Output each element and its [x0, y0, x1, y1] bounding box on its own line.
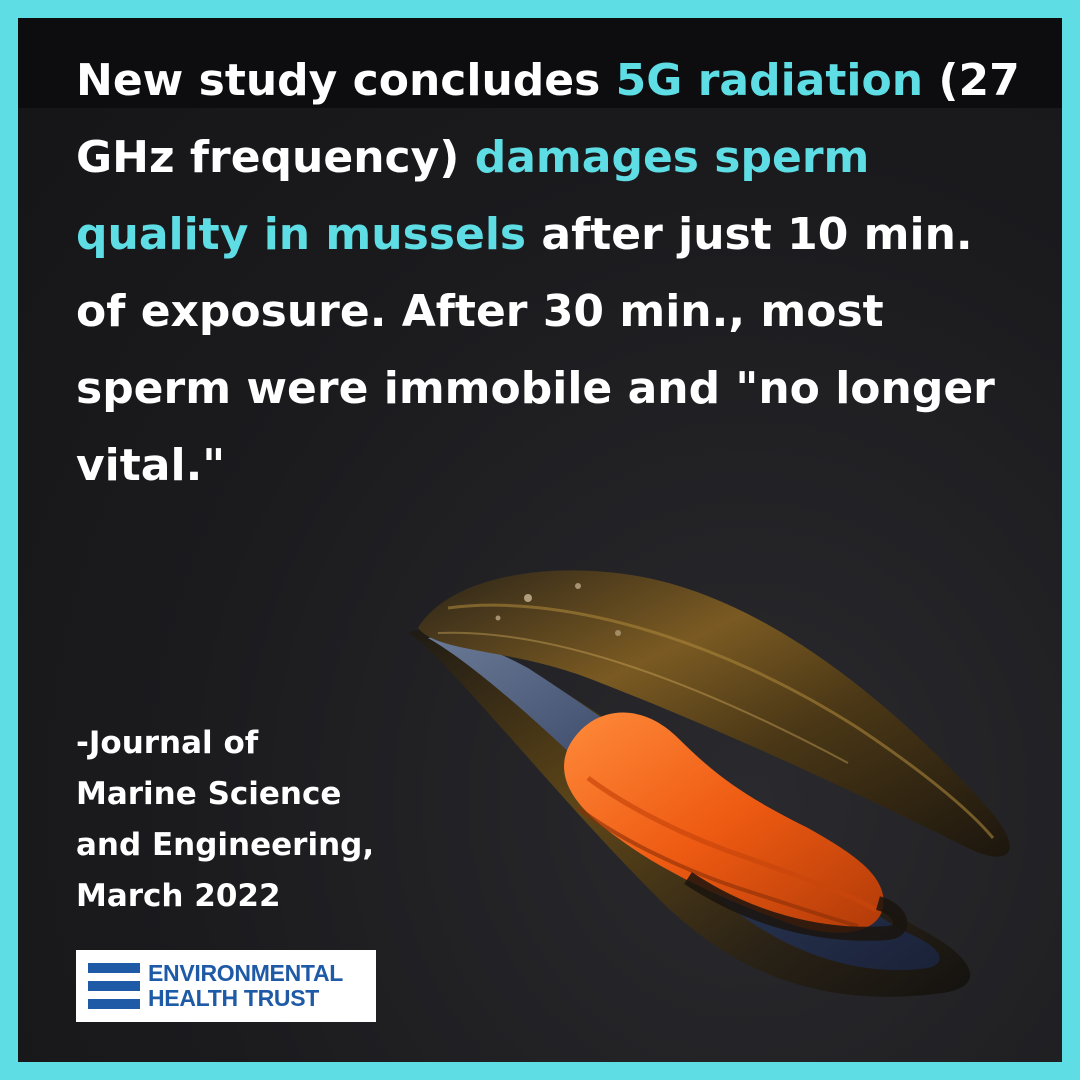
post-frame: New study concludes 5G radiation (27 GHz… — [18, 18, 1062, 1062]
mussel-photo — [408, 570, 1010, 997]
headline-band — [18, 18, 1062, 108]
logo-text: ENVIRONMENTAL HEALTH TRUST — [148, 961, 343, 1011]
environmental-health-trust-logo: ENVIRONMENTAL HEALTH TRUST — [76, 950, 376, 1022]
logo-line-1: ENVIRONMENTAL — [148, 960, 344, 986]
headline: New study concludes 5G radiation (27 GHz… — [76, 42, 1036, 504]
citation: -Journal of Marine Science and Engineeri… — [76, 718, 396, 922]
headline-highlight-2: damages sperm quality in mussels — [76, 132, 870, 260]
citation-line-3: and Engineering, — [76, 827, 375, 863]
logo-line-2: HEALTH TRUST — [148, 985, 320, 1011]
headline-part-2: (27 GHz frequency) — [76, 55, 1020, 183]
headline-highlight-1: 5G radiation — [615, 55, 924, 106]
citation-line-2: Marine Science — [76, 776, 342, 812]
headline-part-3: after just 10 min. of exposure. After 30… — [76, 209, 995, 491]
citation-line-4: March 2022 — [76, 878, 281, 914]
headline-part-1: New study concludes — [76, 55, 616, 106]
environmental-health-trust-logo-icon — [88, 963, 140, 1009]
citation-line-1: -Journal of — [76, 725, 259, 761]
